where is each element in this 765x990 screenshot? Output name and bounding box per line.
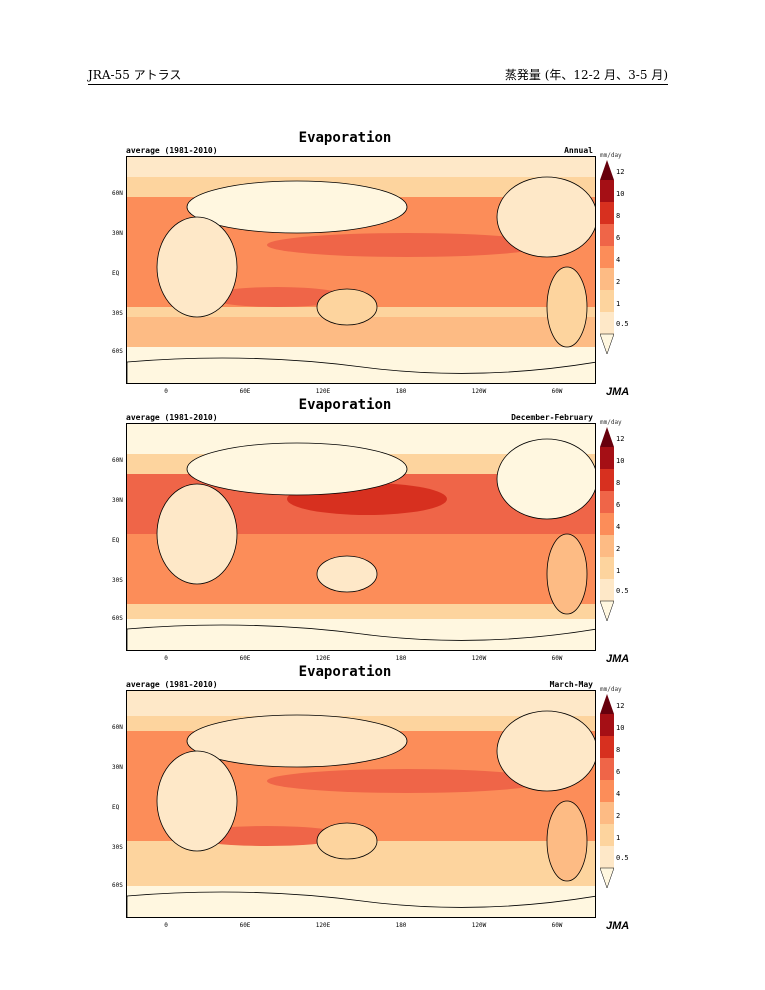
- panel-subtitle-left: average (1981-2010): [126, 680, 218, 689]
- colorbar-tick: 12: [616, 435, 625, 443]
- lon-label: 60E: [239, 922, 251, 929]
- colorbar-tick: 1: [616, 300, 621, 308]
- colorbar: [600, 427, 614, 621]
- colorbar-units: mm/day: [600, 686, 622, 693]
- page-header: JRA-55 アトラス 蒸発量 (年、12-2 月、3-5 月): [88, 66, 668, 84]
- lat-label: 30S: [112, 577, 123, 584]
- jma-logo: JMA: [606, 920, 630, 932]
- lat-label: 30S: [112, 310, 123, 317]
- map-graphic: [127, 157, 595, 383]
- lon-label: 180: [395, 655, 407, 662]
- lat-label: 30N: [112, 230, 123, 237]
- panel-subtitle-right: March-May: [549, 680, 593, 689]
- colorbar-tick: 6: [616, 768, 621, 776]
- lon-label: 60W: [551, 388, 563, 395]
- evaporation-map: [126, 156, 596, 384]
- lon-label: 0: [164, 922, 168, 929]
- colorbar-tick: 12: [616, 168, 625, 176]
- colorbar-tick: 2: [616, 278, 621, 286]
- lon-label: 60W: [551, 655, 563, 662]
- panel-subtitle-right: December-February: [511, 413, 593, 422]
- lat-label: 60S: [112, 348, 123, 355]
- lon-label: 60E: [239, 655, 251, 662]
- lat-label: 30S: [112, 844, 123, 851]
- colorbar-tick: 10: [616, 457, 625, 465]
- panel-subtitle-right: Annual: [564, 146, 593, 155]
- header-rule: [88, 84, 668, 85]
- lat-label: 30N: [112, 764, 123, 771]
- colorbar: [600, 160, 614, 354]
- lon-label: 0: [164, 388, 168, 395]
- map-graphic: [127, 424, 595, 650]
- lat-label: 60S: [112, 882, 123, 889]
- lon-label: 120E: [315, 388, 331, 395]
- jma-logo: JMA: [606, 386, 630, 398]
- colorbar-tick: 2: [616, 545, 621, 553]
- lon-label: 120W: [471, 655, 487, 662]
- colorbar-tick: 1: [616, 834, 621, 842]
- map-graphic: [127, 691, 595, 917]
- colorbar-tick: 2: [616, 812, 621, 820]
- header-right: 蒸発量 (年、12-2 月、3-5 月): [504, 68, 668, 82]
- colorbar-tick: 4: [616, 256, 621, 264]
- colorbar-tick: 4: [616, 523, 621, 531]
- colorbar-tick: 8: [616, 479, 621, 487]
- lon-label: 0: [164, 655, 168, 662]
- header-left: JRA-55 アトラス: [88, 68, 182, 82]
- colorbar-tick: 10: [616, 724, 625, 732]
- evaporation-map: [126, 423, 596, 651]
- colorbar-units: mm/day: [600, 419, 622, 426]
- lon-label: 60W: [551, 922, 563, 929]
- lon-label: 120W: [471, 388, 487, 395]
- lat-label: 30N: [112, 497, 123, 504]
- colorbar-tick: 10: [616, 190, 625, 198]
- panel-subtitle-left: average (1981-2010): [126, 413, 218, 422]
- colorbar-tick: 6: [616, 501, 621, 509]
- map-panel-mam: Evaporation average (1981-2010) March-Ma…: [0, 664, 765, 932]
- map-panel-djf: Evaporation average (1981-2010) December…: [0, 397, 765, 665]
- colorbar-tick: 8: [616, 212, 621, 220]
- panel-title: Evaporation: [298, 130, 392, 146]
- lon-label: 120E: [315, 655, 331, 662]
- panel-title: Evaporation: [298, 664, 392, 680]
- lat-label: EQ: [112, 537, 120, 544]
- lat-label: EQ: [112, 804, 120, 811]
- colorbar-tick: 8: [616, 746, 621, 754]
- panel-title: Evaporation: [298, 397, 392, 413]
- colorbar-tick: 0.5: [616, 587, 629, 595]
- colorbar-tick: 0.5: [616, 854, 629, 862]
- lat-label: 60N: [112, 457, 123, 464]
- panel-subtitle-left: average (1981-2010): [126, 146, 218, 155]
- lon-label: 180: [395, 922, 407, 929]
- jma-logo: JMA: [606, 653, 630, 665]
- map-panel-annual: Evaporation average (1981-2010) Annual 6…: [0, 130, 765, 398]
- colorbar-units: mm/day: [600, 152, 622, 159]
- lon-label: 120W: [471, 922, 487, 929]
- colorbar-tick: 0.5: [616, 320, 629, 328]
- colorbar-tick: 12: [616, 702, 625, 710]
- lat-label: EQ: [112, 270, 120, 277]
- colorbar-tick: 6: [616, 234, 621, 242]
- lat-label: 60N: [112, 190, 123, 197]
- lon-label: 180: [395, 388, 407, 395]
- colorbar: [600, 694, 614, 888]
- lon-label: 60E: [239, 388, 251, 395]
- lat-label: 60N: [112, 724, 123, 731]
- colorbar-tick: 1: [616, 567, 621, 575]
- colorbar-tick: 4: [616, 790, 621, 798]
- lon-label: 120E: [315, 922, 331, 929]
- lat-label: 60S: [112, 615, 123, 622]
- evaporation-map: [126, 690, 596, 918]
